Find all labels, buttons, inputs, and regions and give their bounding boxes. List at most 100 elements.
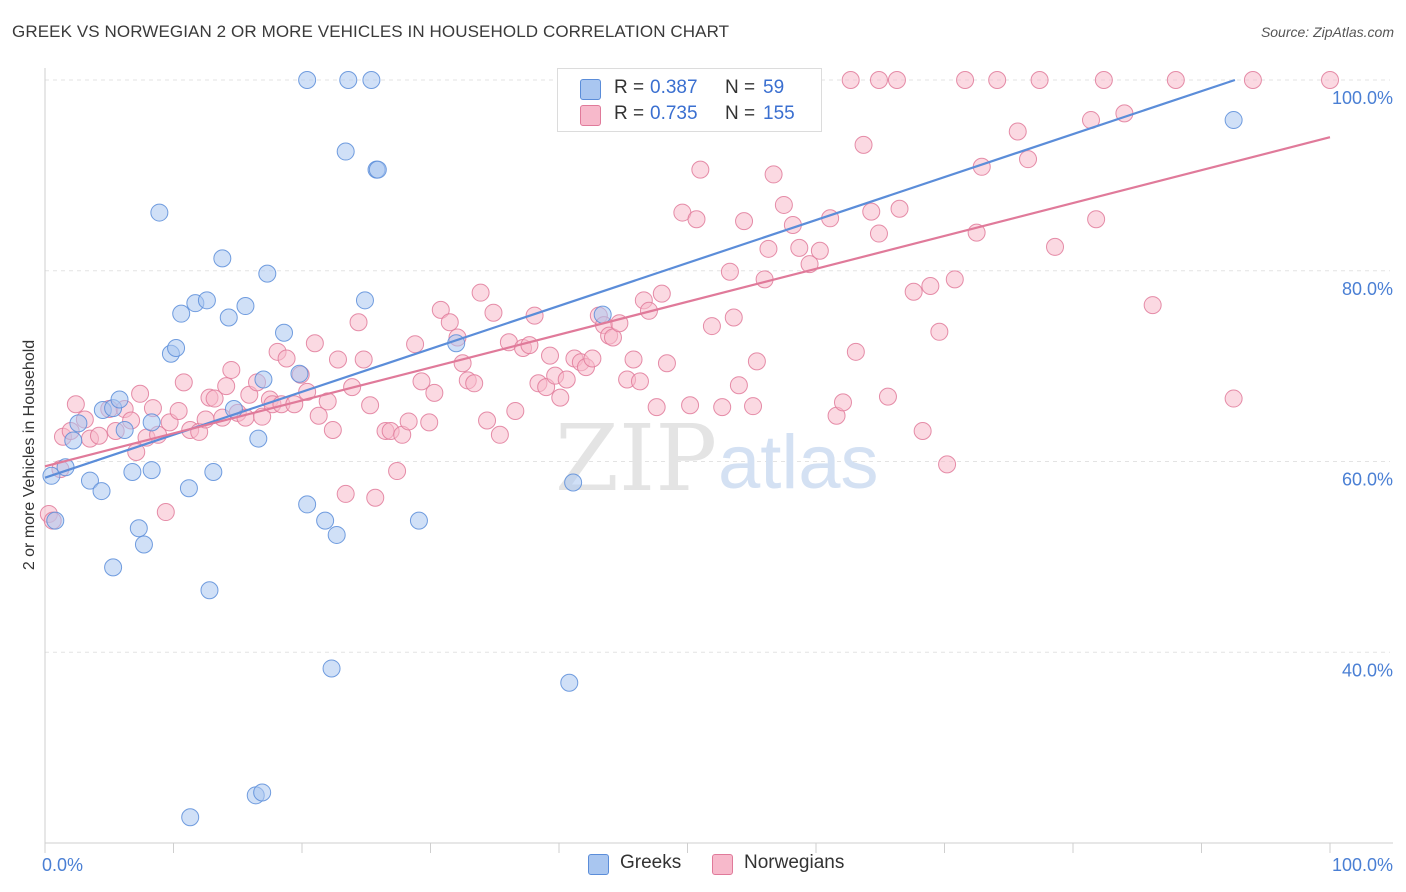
data-point [541,346,560,365]
data-point [399,412,418,431]
norwegians-swatch [712,854,733,875]
data-point [305,334,324,353]
data-point [169,401,188,420]
data-point [735,212,754,231]
data-point [361,396,380,415]
data-point [123,462,142,481]
watermark-atlas: atlas [718,420,879,505]
data-point [431,300,450,319]
data-point [913,421,932,440]
data-point [720,262,739,281]
data-point [841,71,860,89]
watermark-zip: ZIP [555,405,717,512]
data-point [956,71,975,89]
data-point [862,202,881,221]
r-value: 0.387 [650,77,698,98]
data-point [713,398,732,417]
data-point [89,426,108,445]
data-point [869,224,888,243]
data-point [478,411,497,430]
data-point [440,313,459,332]
y-tick-label: 60.0% [1342,470,1393,490]
data-point [200,581,219,600]
data-point [525,306,544,325]
data-point [388,462,407,481]
data-point [557,370,576,389]
data-point [1321,71,1339,89]
data-point [66,395,85,414]
y-tick-label: 40.0% [1342,660,1393,680]
data-point [339,71,358,89]
data-point [167,339,186,358]
data-point [904,282,923,301]
n-label: N = [725,77,756,98]
data-point [790,238,809,257]
data-point [222,360,241,379]
x-tick-label: 0.0% [42,855,83,875]
greeks-swatch [588,854,609,875]
data-point [652,284,671,303]
data-point [846,342,865,361]
data-point [277,349,296,368]
data-point [236,297,255,316]
data-point [833,393,852,412]
data-point [253,783,272,802]
data-point [275,323,294,342]
data-point [810,241,829,260]
data-point [328,350,347,369]
data-point [349,313,368,332]
data-point [69,414,88,433]
data-point [219,308,238,327]
data-point [204,462,223,481]
data-point [309,406,328,425]
data-point [142,413,161,432]
data-point [355,291,374,310]
trend-lines [44,78,1331,479]
data-point [258,264,277,283]
data-point [691,160,710,179]
data-point [179,479,198,498]
data-point [1224,389,1243,408]
data-point [420,413,439,432]
data-point [1087,210,1106,229]
y-axis-title: 2 or more Vehicles in Household [21,339,38,571]
r-value: 0.735 [650,103,698,124]
data-point [921,277,940,296]
data-point [205,389,224,408]
data-point [131,384,150,403]
data-point [724,308,743,327]
data-point [298,495,317,514]
data-point [156,503,175,522]
data-point [506,401,525,420]
r-label: R = [614,103,645,124]
greeks-label: Greeks [620,852,682,873]
data-point [988,71,1007,89]
data-point [323,421,342,440]
data-point [687,210,706,229]
greeks-swatch [580,79,601,100]
data-point [327,525,346,544]
data-point [945,270,964,289]
data-point [657,354,676,373]
data-point [551,388,570,407]
data-point [593,305,612,324]
data-point [887,71,906,89]
data-point [110,390,129,409]
data-point [406,335,425,354]
data-point [1019,150,1038,169]
data-point [254,370,273,389]
data-point [630,372,649,391]
data-point [938,455,957,474]
gridlines [45,79,1390,653]
norwegians-label: Norwegians [744,852,845,873]
trend-line [44,136,1331,468]
y-tick-label: 100.0% [1332,88,1393,108]
axes [44,68,1393,853]
data-point [172,304,191,323]
data-point [681,396,700,415]
data-point [142,461,161,480]
trend-line [44,78,1236,479]
data-point [134,535,153,554]
y-tick-label: 80.0% [1342,279,1393,299]
data-point [115,421,134,440]
